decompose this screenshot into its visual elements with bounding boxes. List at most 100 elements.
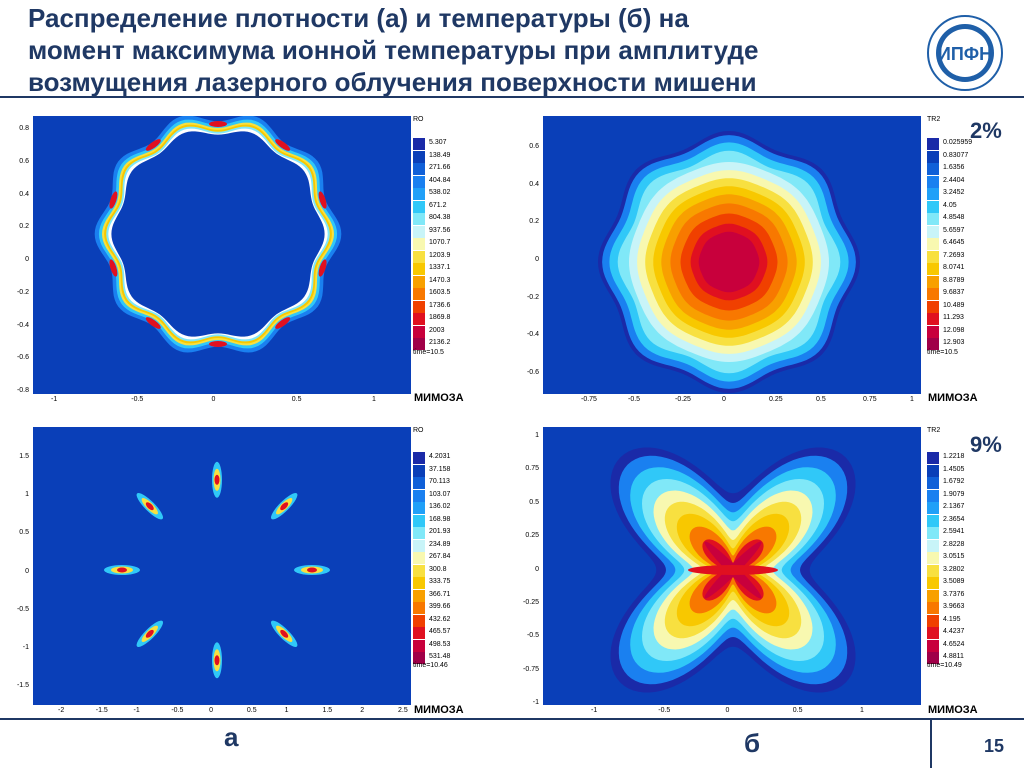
y-tick-label: -0.6 (16, 354, 29, 362)
legend-swatch (413, 213, 425, 225)
legend-swatch (927, 639, 939, 652)
legend-swatch (927, 200, 939, 213)
title-line-1: Распределение плотности (а) и температур… (28, 3, 689, 33)
legend-swatch (927, 313, 939, 325)
density-peak (109, 191, 118, 209)
y-tick-label: -0.25 (523, 598, 539, 606)
logo-text: ИПФН (938, 44, 992, 64)
y-tick-label: -0.2 (526, 293, 539, 301)
y-tick-label: -1 (532, 699, 539, 706)
title-line-3: возмущения лазерного облучения поверхнос… (28, 67, 757, 97)
shell-interior (111, 131, 325, 337)
legend-swatch (927, 577, 939, 589)
y-tick-label: 0.75 (525, 465, 539, 473)
contour-plot-tl (33, 116, 411, 394)
legend-value: 8.0741 (943, 264, 965, 271)
legend-value: 1736.6 (429, 301, 451, 309)
legend-swatch (927, 464, 939, 477)
legend-value: 2.5941 (943, 528, 965, 535)
legend-value: 138.49 (429, 151, 451, 159)
legend-value: 1203.9 (429, 251, 451, 259)
legend-swatch (413, 313, 425, 325)
legend-swatch (927, 250, 939, 263)
legend-value: 1470.3 (429, 276, 451, 284)
legend-value: 2.3654 (943, 515, 965, 523)
code-brand-label: МИМОЗА (414, 392, 464, 404)
y-tick-label: 0 (535, 256, 539, 263)
legend-swatch (927, 614, 939, 627)
legend-swatch (413, 539, 425, 552)
legend-swatch (413, 589, 425, 602)
x-tick-label: 2 (360, 707, 365, 714)
legend-value: 12.903 (943, 339, 965, 346)
label-b: б (744, 728, 761, 758)
legend-swatch (413, 175, 425, 188)
legend-swatch (927, 238, 939, 250)
legend-swatch (927, 225, 939, 238)
jet-peak (117, 567, 127, 573)
legend-value: 271.66 (429, 164, 451, 171)
legend-swatch (927, 325, 939, 338)
legend-value: 234.89 (429, 540, 451, 548)
legend-value: 4.195 (943, 615, 961, 623)
x-tick-label: 0.25 (769, 396, 783, 403)
legend-swatch (413, 150, 425, 163)
x-tick-label: -1.5 (95, 707, 108, 714)
y-tick-label: 1.5 (19, 453, 29, 460)
legend-swatch (413, 288, 425, 300)
legend-value: 5.6597 (943, 226, 965, 234)
variable-name: TR2 (927, 116, 941, 123)
legend-value: 2.4404 (943, 176, 965, 184)
x-tick-label: -0.5 (171, 707, 184, 714)
legend-swatch (413, 238, 425, 250)
legend-swatch (927, 275, 939, 288)
legend-swatch (413, 489, 425, 502)
y-tick-label: 0.6 (19, 157, 29, 165)
y-tick-label: -0.2 (16, 288, 29, 296)
contour-plot-tr (543, 116, 921, 394)
legend-swatch (927, 477, 939, 489)
legend-swatch (413, 275, 425, 288)
legend-value: 1.6356 (943, 164, 965, 171)
legend-value: 538.02 (429, 189, 451, 196)
x-tick-label: -0.5 (131, 396, 144, 403)
footer-divider (0, 718, 1024, 720)
legend-swatch (413, 200, 425, 213)
page-number: 15 (984, 736, 1005, 756)
slide-title: Распределение плотности (а) и температур… (28, 2, 908, 98)
legend-value: 1.6792 (943, 478, 965, 485)
legend-swatch (927, 527, 939, 539)
legend-swatch (413, 188, 425, 200)
legend-value: 4.8811 (943, 653, 964, 660)
x-tick-label: 2.5 (398, 707, 408, 714)
legend-value: 4.2031 (429, 453, 451, 460)
legend-value: 1603.5 (429, 289, 451, 296)
title-line-2: момент максимума ионной температуры при … (28, 35, 759, 65)
legend-value: 399.66 (429, 603, 451, 610)
legend-value: 1.9079 (943, 490, 965, 498)
y-tick-label: -1 (22, 643, 29, 651)
x-tick-label: 1 (284, 707, 289, 714)
x-tick-label: 0.5 (792, 707, 803, 714)
jet-peak (307, 567, 317, 573)
y-tick-label: -0.4 (526, 331, 539, 339)
legend-swatch (927, 602, 939, 614)
header-divider (0, 96, 1024, 98)
legend-value: 103.07 (429, 490, 451, 498)
legend-value: 2.8228 (943, 540, 965, 548)
contour-plot-bl (33, 427, 411, 705)
contour-plot-br (543, 427, 921, 705)
amplitude-percent: 2% (970, 118, 1002, 143)
legend-value: 2.1367 (943, 503, 965, 510)
legend-swatch (927, 514, 939, 527)
legend-swatch (413, 502, 425, 514)
density-peak (209, 121, 227, 127)
legend-value: 1869.8 (429, 314, 451, 321)
legend-value: 11.293 (943, 314, 964, 321)
x-tick-label: -0.5 (658, 707, 671, 714)
x-tick-label: 1.5 (322, 707, 333, 714)
legend-swatch (927, 338, 939, 350)
legend-swatch (927, 175, 939, 188)
density-peak (145, 139, 161, 151)
y-tick-label: -0.75 (523, 665, 539, 673)
